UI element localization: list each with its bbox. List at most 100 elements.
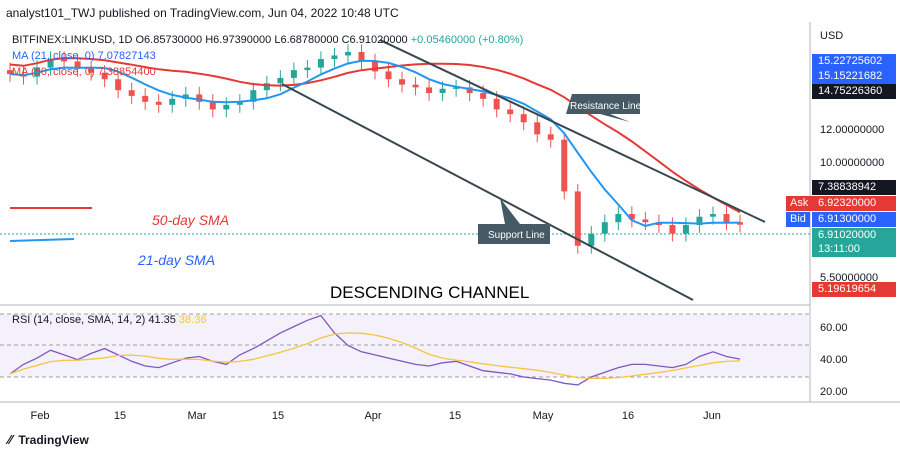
price-tick-10: 10.00000000 [820, 157, 885, 169]
legend-line-3: MA (50, close, 0) 7.38854400 [12, 66, 156, 78]
candle-body [331, 55, 338, 60]
rsi-legend: RSI (14, close, SMA, 14, 2) 41.35 38.36 [12, 314, 206, 326]
candle-body [601, 222, 608, 234]
rsi-tick-40: 40.00 [820, 354, 848, 366]
rsi-ma-line [9, 332, 741, 380]
candle-body [399, 79, 406, 85]
support-label: Support Line [488, 230, 545, 241]
candle-body [696, 216, 703, 225]
time-axis: Feb 15 Mar 15 Apr 15 May 16 Jun [31, 410, 721, 422]
candle-body [142, 95, 149, 102]
rsi-line [9, 314, 741, 386]
candle-body [439, 88, 446, 94]
price-tag: 15.22725602 [812, 54, 896, 69]
candle-body [412, 84, 419, 88]
ma21-legend: MA (21, close, 0) 7.07827143 [12, 50, 156, 62]
time-tick-label: 15 [114, 410, 126, 422]
price-tag: 6.91300000 [812, 212, 896, 227]
price-tag: 13:11:00 [812, 242, 896, 257]
footer-brand: TradingView [18, 432, 89, 447]
candle-body [290, 70, 297, 78]
resistance-label: Resistance Line [570, 101, 642, 112]
ask-label: Ask [786, 196, 813, 211]
rsi-tick-60: 60.00 [820, 322, 848, 334]
time-tick-label: Feb [31, 410, 50, 422]
candle-body [669, 224, 676, 234]
candle-body [520, 114, 527, 123]
resistance-trendline [379, 39, 766, 223]
candle-body [61, 59, 68, 62]
candle-body [344, 51, 351, 56]
candle-body [385, 71, 392, 80]
currency-label: USD [820, 30, 844, 42]
ma50-line [9, 57, 741, 214]
candle-body [426, 87, 433, 94]
candle-body [169, 98, 176, 105]
candle-body [547, 134, 554, 140]
candle-body [209, 101, 216, 110]
candle-body [493, 98, 500, 110]
candle-body [7, 70, 13, 74]
rsi-legend-label: RSI (14, close, SMA, 14, 2) 41.35 [12, 314, 176, 326]
candle-body [561, 139, 568, 192]
candle-body [115, 79, 122, 91]
price-tag: 7.38838942 [812, 180, 896, 195]
support-callout [478, 198, 550, 244]
price-tag: 5.19619654 [812, 282, 896, 297]
resistance-callout [566, 94, 640, 122]
candle-body [277, 77, 284, 84]
price-tick-5-5: 5.50000000 [820, 272, 879, 284]
ma50-legend: MA (50, close, 0) 7.38854400 [12, 66, 156, 78]
tradingview-logo-icon: ⁄⁄ [8, 432, 13, 447]
channel-label: DESCENDING CHANNEL [330, 283, 529, 302]
candle-body [47, 59, 54, 68]
candle-body [101, 72, 108, 80]
candle-body [480, 93, 487, 99]
candle-body [317, 59, 324, 68]
candle-body [155, 101, 162, 105]
candle-body [236, 101, 243, 105]
candle-body [574, 191, 581, 246]
support-trendline [281, 83, 694, 301]
price-tag: 6.92320000 [812, 196, 896, 211]
candle-body [723, 214, 730, 223]
candle-body [223, 104, 230, 110]
price-change: +0.05460000 (+0.80%) [410, 34, 524, 46]
candle-body [196, 94, 203, 102]
candle-body [372, 61, 378, 72]
price-tick-12: 12.00000000 [820, 124, 885, 136]
ohlc-values: O6.85730000 H6.97390000 L6.68780000 C6.9… [135, 34, 408, 46]
time-tick-label: Mar [188, 410, 207, 422]
candle-body [453, 87, 460, 89]
chart-canvas: Resistance Line Support Line 50-day SMA … [0, 22, 900, 422]
price-tag: 15.15221682 [812, 69, 896, 84]
rsi-tick-20: 20.00 [820, 386, 848, 398]
candle-body [466, 87, 473, 94]
time-tick-label: 16 [622, 410, 634, 422]
sma21-label: 21-day SMA [137, 252, 215, 268]
candle-body [615, 214, 622, 223]
candle-body [88, 68, 95, 73]
legend-line-1: BITFINEX:LINKUSD, 1D O6.85730000 H6.9739… [12, 34, 523, 46]
candle-body [588, 233, 595, 246]
candle-body [507, 109, 514, 115]
sma21-legend-line [9, 238, 75, 242]
time-tick-label: Jun [703, 410, 721, 422]
time-tick-label: Apr [364, 410, 381, 422]
time-tick-label: 15 [272, 410, 284, 422]
candle-body [534, 122, 541, 135]
legend-line-2: MA (21, close, 0) 7.07827143 [12, 50, 156, 62]
candle-body [128, 90, 135, 96]
time-tick-label: 15 [449, 410, 461, 422]
candle-body [709, 214, 716, 217]
ma21-line [9, 59, 741, 227]
symbol-label: BITFINEX:LINKUSD, 1D [12, 34, 133, 46]
candle-body [74, 61, 81, 69]
candle-body [263, 83, 270, 91]
candle-body [628, 214, 635, 220]
time-tick-label: May [533, 410, 554, 422]
candle-body [304, 67, 311, 71]
candle-body [682, 224, 689, 234]
candle-body [642, 219, 649, 223]
candle-body [250, 90, 257, 102]
